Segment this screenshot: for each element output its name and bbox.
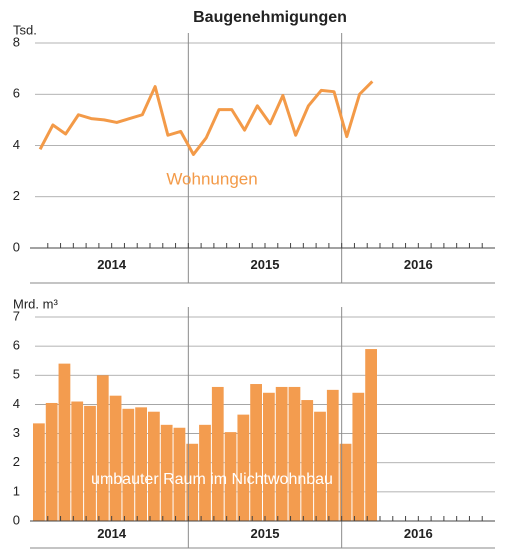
x-group-label: 2014 xyxy=(97,257,127,272)
x-group-label: 2015 xyxy=(251,257,280,272)
bar xyxy=(148,411,160,521)
bar xyxy=(84,405,96,521)
bar xyxy=(173,427,186,521)
y-tick-label: 4 xyxy=(13,137,20,152)
bar xyxy=(96,375,109,521)
bar xyxy=(122,408,135,521)
bar xyxy=(263,392,275,521)
bar xyxy=(224,432,237,521)
y-tick-label: 3 xyxy=(13,425,20,440)
bar xyxy=(109,395,122,521)
y-tick-label: 8 xyxy=(13,34,20,49)
line xyxy=(38,80,374,156)
y-tick-label: 2 xyxy=(13,188,20,203)
annotation: umbauter Raum im Nichtwohnbau xyxy=(91,471,333,488)
y-tick-label: 1 xyxy=(13,483,20,498)
bar xyxy=(314,411,326,521)
y-tick-label: 7 xyxy=(13,308,20,323)
x-group-label: 2015 xyxy=(251,526,280,541)
bar xyxy=(186,443,199,521)
y-axis-label: Tsd. xyxy=(13,22,37,37)
bar xyxy=(288,386,301,521)
bar xyxy=(199,424,211,521)
bar xyxy=(250,384,262,521)
y-tick-label: 0 xyxy=(13,239,20,254)
x-group-label: 2014 xyxy=(97,526,127,541)
bar xyxy=(326,389,339,521)
x-group-label: 2016 xyxy=(404,257,433,272)
bar xyxy=(237,414,250,521)
bar xyxy=(58,363,71,521)
y-axis-label: Mrd. m³ xyxy=(13,296,58,311)
bar xyxy=(275,386,288,521)
bar xyxy=(45,402,58,521)
x-group-label: 2016 xyxy=(404,526,433,541)
y-tick-label: 6 xyxy=(13,338,20,353)
bar xyxy=(352,392,365,521)
bar xyxy=(365,349,377,521)
bar xyxy=(160,424,173,521)
y-tick-label: 6 xyxy=(13,86,20,101)
y-tick-label: 5 xyxy=(13,367,20,382)
bar xyxy=(339,443,352,521)
annotation: Wohnungen xyxy=(166,169,257,188)
y-tick-label: 2 xyxy=(13,454,20,469)
y-tick-label: 0 xyxy=(13,512,20,527)
y-tick-label: 4 xyxy=(13,396,20,411)
bar xyxy=(301,400,314,521)
bar xyxy=(211,386,224,521)
bar xyxy=(71,401,84,521)
bar xyxy=(33,423,45,521)
bar xyxy=(135,407,147,521)
chart-title: Baugenehmigungen xyxy=(193,9,347,26)
